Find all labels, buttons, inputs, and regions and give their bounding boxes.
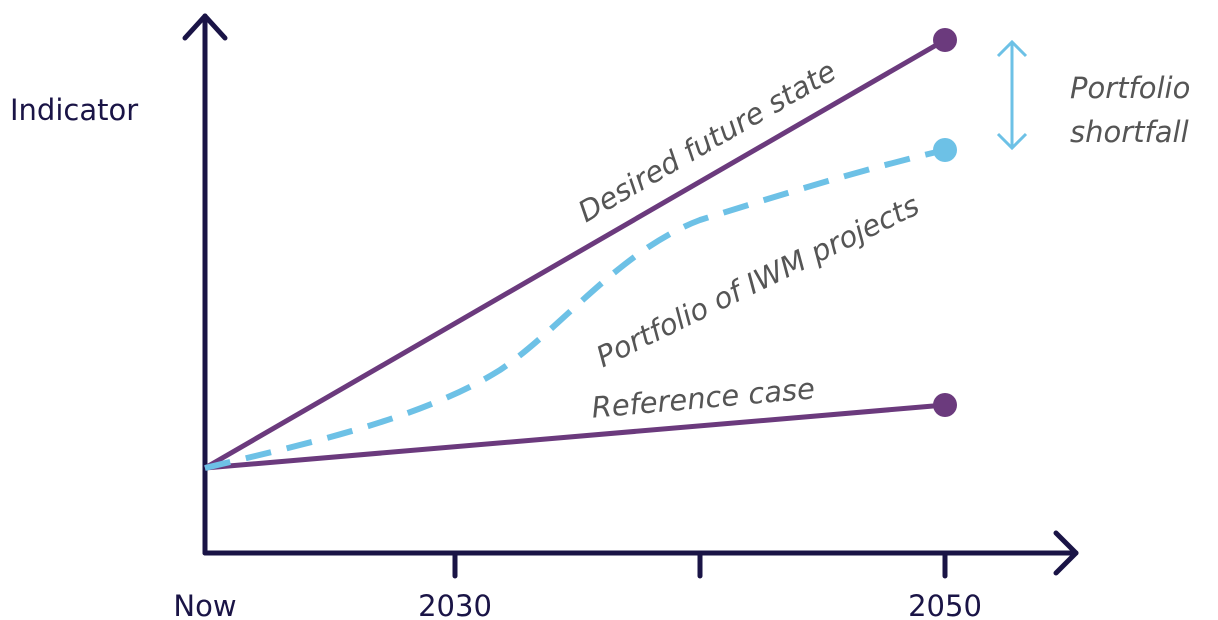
reference-line xyxy=(204,402,946,471)
axes xyxy=(182,13,1079,579)
x-tick-label: 2030 xyxy=(418,589,492,620)
portfolio-end-dot xyxy=(933,138,957,162)
portfolio-line xyxy=(204,147,946,471)
annotation: shortfall xyxy=(1070,115,1189,149)
desired-line xyxy=(203,37,947,471)
x-tick-label: 2050 xyxy=(908,589,982,620)
x-axis-arrow xyxy=(1053,530,1079,576)
y-axis-label: Indicator xyxy=(10,93,138,127)
shortfall-arrow xyxy=(996,39,1028,151)
annotation: Portfolio xyxy=(1070,71,1190,105)
x-tick-label: Now xyxy=(173,589,236,620)
y-axis-arrow xyxy=(182,13,228,41)
desired-end-dot xyxy=(933,28,957,52)
reference-end-dot xyxy=(933,393,957,417)
line-label: Desired future state xyxy=(572,54,841,229)
